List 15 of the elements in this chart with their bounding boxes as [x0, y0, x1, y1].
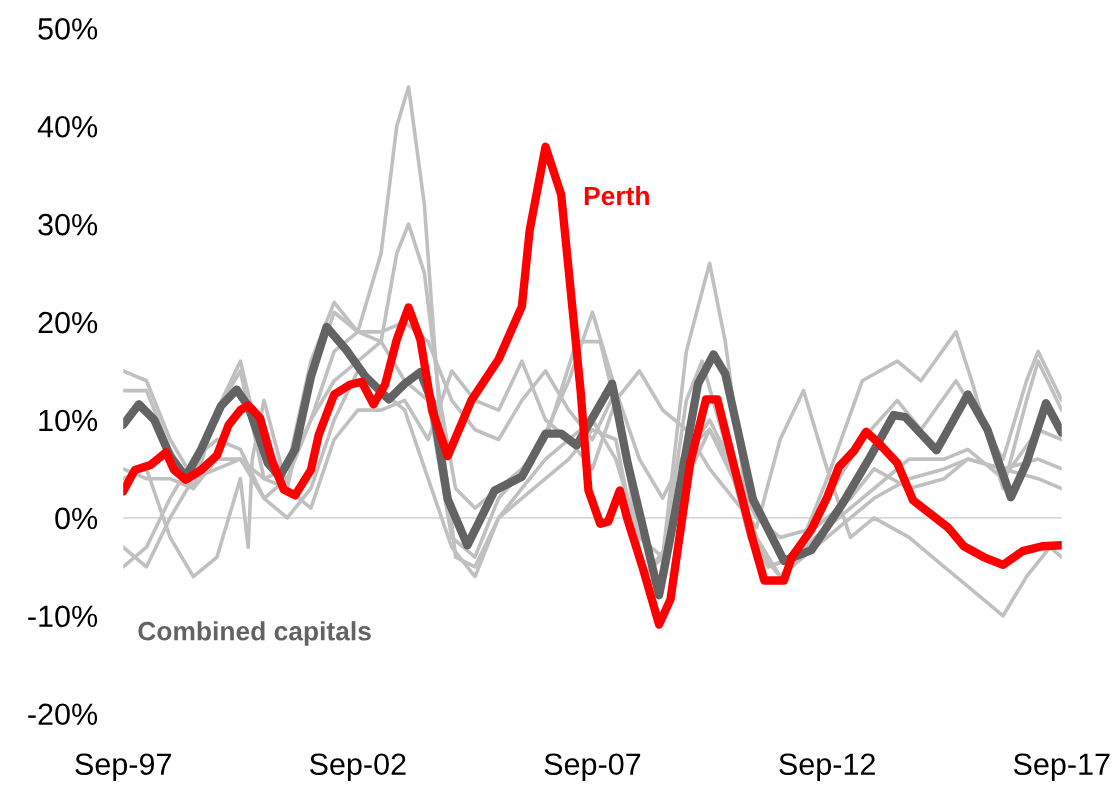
series-label: Perth: [584, 185, 649, 206]
y-tick-label: -20%: [28, 703, 98, 726]
y-tick-label: 50%: [38, 18, 98, 40]
x-tick-label: Sep-07: [544, 753, 641, 782]
x-tick-label: Sep-17: [1013, 753, 1110, 782]
x-tick-label: Sep-02: [309, 753, 406, 782]
y-tick-label: 30%: [38, 213, 98, 236]
y-tick-label: 10%: [39, 409, 98, 432]
y-tick-label: 40%: [37, 115, 98, 138]
y-tick-label: 20%: [38, 311, 98, 334]
x-tick-label: Sep-97: [75, 753, 171, 782]
text: Combined capitals: [138, 621, 371, 646]
y-tick-label: 0%: [55, 507, 98, 530]
x-tick-label: Sep-12: [779, 753, 875, 782]
y-tick-label: -10%: [28, 605, 98, 628]
